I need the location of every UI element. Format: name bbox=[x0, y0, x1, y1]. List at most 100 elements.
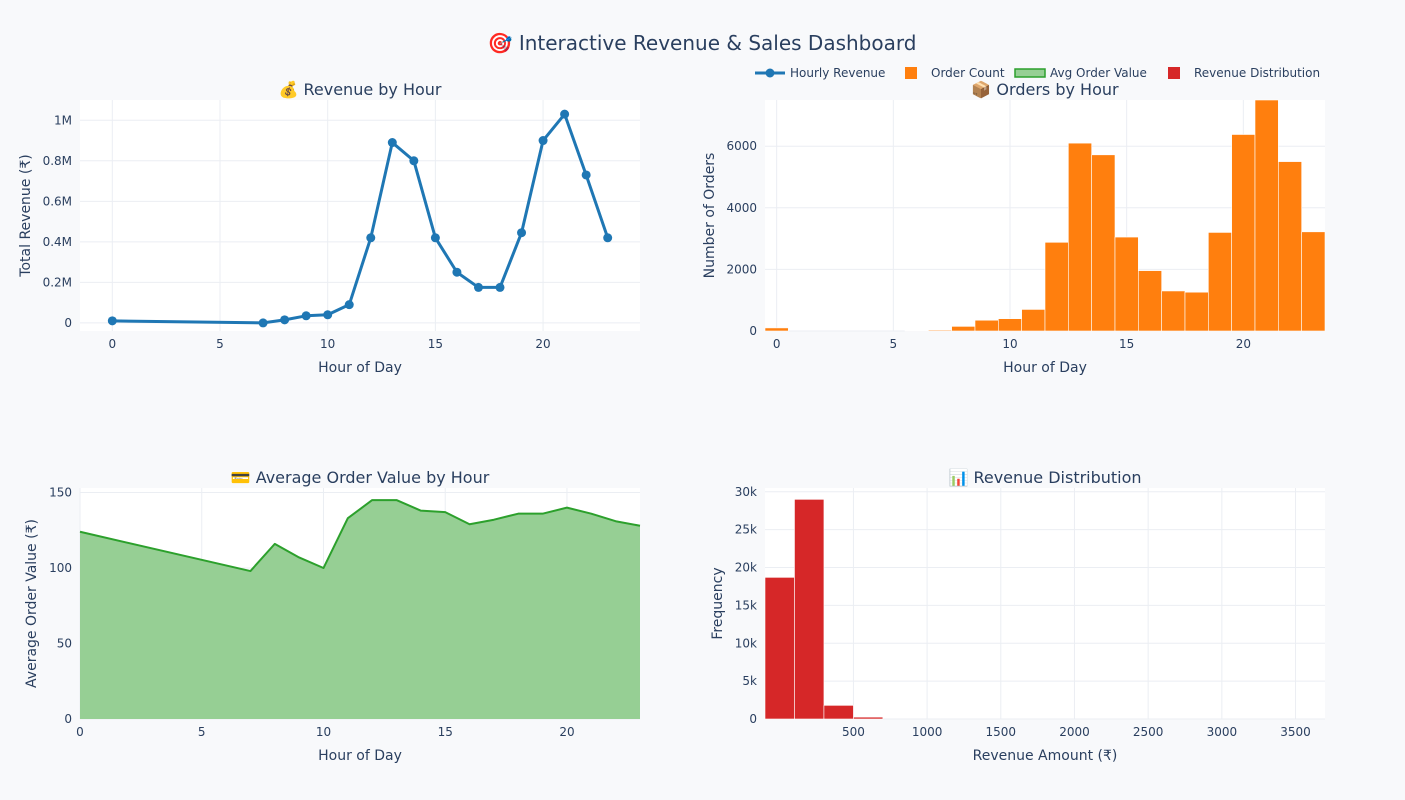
y-tick-label: 0 bbox=[749, 712, 757, 726]
y-tick-label: 4000 bbox=[726, 201, 757, 215]
aov-line[interactable] bbox=[79, 499, 641, 573]
orders-bar[interactable] bbox=[1278, 161, 1302, 332]
revenue-distribution-chart[interactable]: 0 5k 10k 15k 20k 25k 30k 500 1000 1500 2000 2500 300… bbox=[710, 468, 1325, 764]
orders-bar[interactable] bbox=[951, 326, 976, 332]
revenue-point[interactable] bbox=[560, 109, 570, 119]
y-tick-label: 0.2M bbox=[43, 275, 72, 289]
revenue-point[interactable] bbox=[323, 310, 333, 320]
orders-bar[interactable] bbox=[1254, 99, 1279, 332]
legend-item[interactable]: Revenue Distribution bbox=[1168, 66, 1320, 80]
x-tick-label: 3000 bbox=[1207, 725, 1238, 739]
revenue-point[interactable] bbox=[473, 282, 483, 292]
subplot-title: 💳 Average Order Value by Hour bbox=[231, 468, 490, 487]
y-tick-label: 0.6M bbox=[43, 194, 72, 208]
y-axis-title: Number of Orders bbox=[702, 153, 718, 279]
distribution-bar[interactable] bbox=[823, 705, 854, 720]
x-axis-title: Revenue Amount (₹) bbox=[973, 748, 1118, 764]
orders-bar[interactable] bbox=[998, 318, 1022, 332]
revenue-point[interactable] bbox=[344, 300, 354, 310]
orders-bar[interactable] bbox=[1068, 142, 1092, 332]
legend-swatch-square bbox=[1168, 67, 1180, 79]
revenue-point[interactable] bbox=[581, 170, 591, 180]
orders-bar[interactable] bbox=[1208, 232, 1232, 332]
orders-bar[interactable] bbox=[1184, 291, 1209, 332]
legend-label: Revenue Distribution bbox=[1194, 66, 1320, 80]
orders-bar[interactable] bbox=[974, 319, 999, 332]
aov-area bbox=[80, 500, 640, 719]
y-tick-label: 30k bbox=[735, 485, 757, 499]
plot-area bbox=[765, 488, 1325, 719]
y-tick-label: 0.4M bbox=[43, 235, 72, 249]
revenue-point[interactable] bbox=[452, 267, 462, 277]
distribution-bar[interactable] bbox=[794, 499, 825, 720]
revenue-point[interactable] bbox=[495, 282, 505, 292]
x-tick-label: 20 bbox=[559, 725, 574, 739]
x-tick-label: 0 bbox=[108, 337, 116, 351]
revenue-point[interactable] bbox=[366, 233, 376, 243]
y-tick-label: 50 bbox=[57, 637, 72, 651]
x-tick-label: 5 bbox=[890, 337, 898, 351]
legend[interactable]: Hourly Revenue Order Count Avg Order Value… bbox=[755, 66, 1320, 80]
y-tick-label: 6000 bbox=[726, 139, 757, 153]
legend-label: Hourly Revenue bbox=[790, 66, 885, 80]
x-tick-label: 3500 bbox=[1280, 725, 1311, 739]
orders-by-hour-chart[interactable]: 0 2000 4000 6000 0 5 10 15 20 📦 Orders by Hour Hou… bbox=[702, 80, 1326, 376]
orders-bar[interactable] bbox=[1091, 154, 1116, 332]
revenue-point[interactable] bbox=[280, 315, 290, 325]
orders-bar[interactable] bbox=[1301, 231, 1326, 332]
legend-item[interactable]: Avg Order Value bbox=[1014, 66, 1147, 80]
x-tick-label: 15 bbox=[1119, 337, 1134, 351]
subplot-title: 💰 Revenue by Hour bbox=[278, 80, 441, 99]
x-tick-label: 5 bbox=[216, 337, 224, 351]
orders-bar[interactable] bbox=[1231, 134, 1256, 332]
orders-bar[interactable] bbox=[764, 327, 789, 332]
revenue-point[interactable] bbox=[603, 233, 613, 243]
y-tick-label: 150 bbox=[49, 486, 72, 500]
x-tick-label: 15 bbox=[428, 337, 443, 351]
y-axis-title: Average Order Value (₹) bbox=[24, 519, 40, 688]
revenue-point[interactable] bbox=[258, 318, 268, 328]
x-axis-title: Hour of Day bbox=[1003, 360, 1087, 376]
revenue-point[interactable] bbox=[387, 138, 397, 148]
legend-swatch-area bbox=[1014, 68, 1046, 78]
legend-item[interactable]: Hourly Revenue bbox=[755, 66, 885, 80]
revenue-point[interactable] bbox=[430, 233, 440, 243]
x-tick-label: 1500 bbox=[986, 725, 1017, 739]
x-tick-label: 5 bbox=[198, 725, 206, 739]
revenue-point[interactable] bbox=[301, 311, 311, 321]
x-tick-label: 2500 bbox=[1133, 725, 1164, 739]
orders-bar[interactable] bbox=[1138, 270, 1162, 332]
y-tick-label: 1M bbox=[54, 113, 72, 127]
y-tick-label: 100 bbox=[49, 561, 72, 575]
x-tick-label: 0 bbox=[76, 725, 84, 739]
revenue-point[interactable] bbox=[409, 156, 419, 166]
y-tick-label: 20k bbox=[735, 561, 757, 575]
orders-bar[interactable] bbox=[1114, 236, 1139, 332]
revenue-point[interactable] bbox=[538, 136, 548, 146]
x-tick-label: 500 bbox=[842, 725, 865, 739]
legend-label: Order Count bbox=[931, 66, 1005, 80]
y-tick-label: 5k bbox=[742, 674, 757, 688]
x-tick-label: 20 bbox=[535, 337, 550, 351]
revenue-point[interactable] bbox=[107, 316, 117, 326]
distribution-bar[interactable] bbox=[764, 577, 795, 720]
x-tick-label: 0 bbox=[773, 337, 781, 351]
legend-label: Avg Order Value bbox=[1050, 66, 1147, 80]
distribution-bar[interactable] bbox=[853, 716, 884, 720]
revenue-by-hour-chart[interactable]: 0 0.2M 0.4M 0.6M 0.8M 1M 0 5 10 15 20 💰 Revenue by … bbox=[18, 80, 640, 376]
x-axis-title: Hour of Day bbox=[318, 748, 402, 764]
orders-bar[interactable] bbox=[1021, 309, 1046, 332]
plot-area bbox=[80, 100, 640, 331]
y-tick-label: 25k bbox=[735, 523, 757, 537]
x-tick-label: 10 bbox=[1002, 337, 1017, 351]
orders-bar[interactable] bbox=[1044, 241, 1069, 332]
orders-bar[interactable] bbox=[928, 329, 952, 332]
revenue-point[interactable] bbox=[517, 228, 527, 238]
legend-item[interactable]: Order Count bbox=[905, 66, 1005, 80]
legend-swatch-square bbox=[905, 67, 917, 79]
avg-order-value-chart[interactable]: 0 50 100 150 0 5 10 15 20 💳 Average Order Value b… bbox=[24, 468, 641, 764]
y-axis-title: Total Revenue (₹) bbox=[18, 154, 34, 277]
orders-bar[interactable] bbox=[1161, 290, 1186, 332]
y-tick-label: 0.8M bbox=[43, 154, 72, 168]
